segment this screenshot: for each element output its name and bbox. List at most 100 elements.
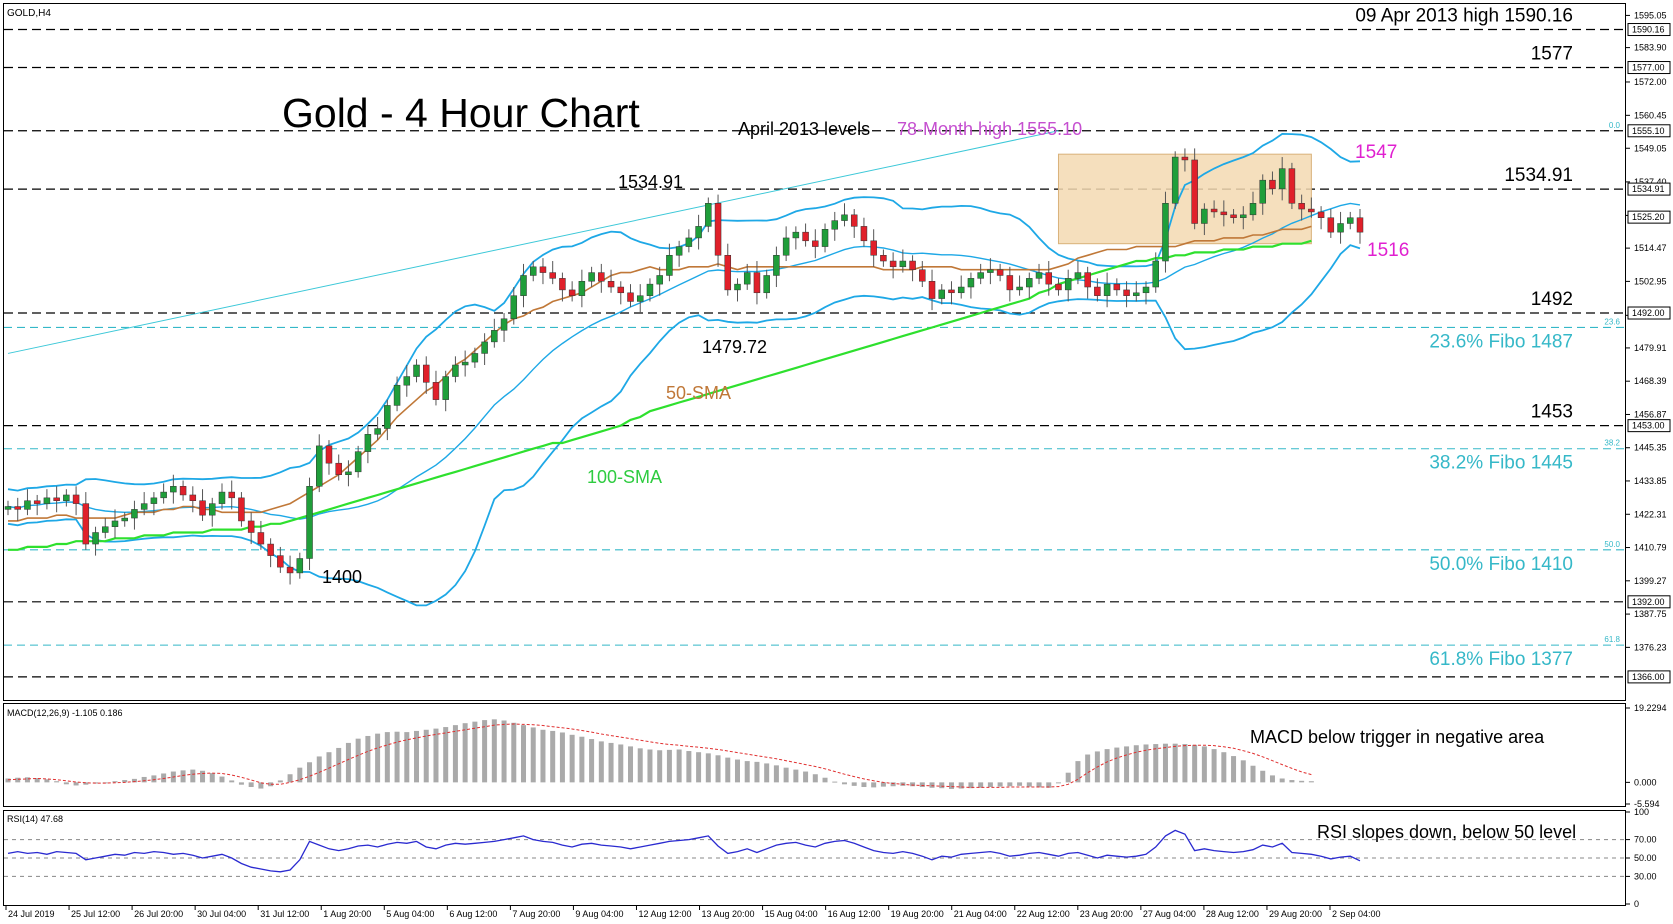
macd-bar-11	[112, 781, 118, 783]
candle-body-59	[578, 280, 586, 296]
candle-body-91	[889, 260, 897, 268]
macd-bar-60	[589, 739, 595, 783]
candle-body-112	[1094, 286, 1101, 296]
range-top-label: 1547	[1355, 142, 1397, 163]
macd-bar-83	[812, 774, 818, 783]
candle-body-130	[1269, 179, 1276, 190]
macd-bar-81	[793, 769, 799, 783]
candle-body-134	[1308, 208, 1315, 213]
candle-body-25	[247, 520, 255, 533]
macd-bar-40	[394, 731, 400, 783]
candle-body-71	[695, 226, 702, 239]
fibo-label-1: 23.6% Fibo 1487	[1429, 331, 1573, 352]
candle-body-21	[209, 503, 216, 516]
macd-bar-23	[229, 780, 235, 783]
candle-body-42	[413, 364, 420, 377]
time-tick-label-10: 12 Aug 12:00	[638, 909, 691, 919]
macd-bar-116	[1133, 745, 1139, 783]
candle-body-7	[72, 494, 80, 504]
price-tick-label-12: 1456.87	[1634, 409, 1667, 419]
macd-bar-104	[1017, 782, 1023, 786]
candle-body-62	[607, 280, 615, 288]
macd-bar-124	[1211, 749, 1217, 783]
annotations-layer: GOLD,H4 Gold - 4 Hour Chart April 2013 l…	[7, 8, 1576, 842]
macd-bar-97	[948, 782, 954, 789]
time-tick-label-15: 21 Aug 04:00	[954, 909, 1007, 919]
macd-bar-42	[414, 730, 420, 783]
candle-body-75	[734, 283, 741, 291]
macd-bar-129	[1260, 770, 1266, 783]
macd-bar-95	[929, 782, 935, 788]
candle-body-136	[1327, 217, 1335, 233]
candle-body-15	[150, 497, 158, 504]
candle-body-34	[335, 462, 342, 475]
macd-bar-58	[569, 734, 575, 783]
time-tick-label-2: 26 Jul 20:00	[134, 909, 183, 919]
macd-bar-78	[764, 763, 770, 783]
macd-bar-73	[715, 755, 721, 783]
candle-body-104	[1016, 286, 1023, 291]
candle-body-17	[170, 486, 177, 493]
macd-bar-4	[44, 779, 50, 783]
macd-bar-126	[1231, 756, 1237, 783]
candle-body-45	[442, 376, 449, 400]
level-box-label-5: 1492.00	[1632, 308, 1665, 318]
macd-bar-46	[452, 725, 458, 783]
time-tick-label-6: 5 Aug 04:00	[386, 909, 434, 919]
candle-body-48	[471, 353, 479, 363]
candle-body-11	[111, 520, 119, 527]
fibo-tag-0: 0.0	[1609, 121, 1621, 130]
candle-body-116	[1133, 292, 1140, 296]
macd-bar-90	[880, 782, 886, 787]
level-box-7	[1627, 595, 1671, 609]
fibo-label-2: 38.2% Fibo 1445	[1429, 453, 1573, 474]
rsi-tick-label-0: 100	[1634, 807, 1649, 817]
candle-body-85	[831, 220, 839, 230]
macd-bar-94	[919, 782, 925, 788]
candle-body-80	[782, 237, 790, 256]
candle-body-131	[1278, 168, 1286, 190]
candle-body-68	[666, 255, 673, 276]
candle-body-119	[1162, 203, 1169, 262]
macd-bar-28	[277, 780, 283, 783]
macd-bar-72	[705, 753, 711, 783]
macd-bar-16	[161, 773, 167, 783]
macd-bar-62	[608, 742, 614, 783]
candle-body-54	[529, 266, 537, 276]
time-tick-label-19: 28 Aug 12:00	[1206, 909, 1259, 919]
macd-bar-69	[676, 749, 682, 783]
candle-body-122	[1191, 159, 1198, 224]
candle-body-41	[403, 376, 411, 386]
time-tick-label-18: 27 Aug 04:00	[1143, 909, 1196, 919]
candle-body-33	[325, 445, 333, 464]
level-box-1	[1627, 61, 1671, 75]
macd-bar-15	[151, 775, 157, 783]
candle-body-16	[160, 491, 167, 499]
candle-body-93	[909, 260, 916, 270]
rsi-indicator-label: RSI(14) 47.68	[7, 814, 63, 824]
candle-body-114	[1113, 283, 1121, 291]
macd-bar-96	[939, 782, 945, 789]
macd-bar-3	[34, 778, 40, 783]
time-tick-label-11: 13 Aug 20:00	[702, 909, 755, 919]
candle-body-100	[977, 272, 984, 279]
time-tick-label-8: 7 Aug 20:00	[512, 909, 560, 919]
time-axis: 24 Jul 2019 25 Jul 12:00 26 Jul 20:00 30 Ju…	[5, 906, 1381, 919]
price-tick-label-8: 1502.95	[1634, 276, 1667, 286]
candle-body-84	[821, 229, 829, 247]
price-tick-label-10: 1479.91	[1634, 343, 1667, 353]
level-box-8	[1627, 670, 1671, 684]
macd-bar-106	[1036, 782, 1042, 788]
horizontal-levels-layer: 09 Apr 2013 high 1590.16 1577 1534.91 1492 1…	[4, 6, 1625, 678]
macd-panel: 19.2294 0.000 -5.594	[5, 703, 1667, 809]
candle-body-35	[345, 471, 352, 475]
candle-body-135	[1317, 211, 1325, 218]
candle-body-125	[1220, 211, 1228, 216]
level-box-label-4: 1525.20	[1632, 212, 1665, 222]
candle-body-36	[354, 451, 362, 473]
candle-body-58	[568, 289, 576, 296]
candle-body-82	[802, 231, 809, 242]
macd-bar-22	[219, 776, 225, 783]
candle-body-30	[296, 558, 304, 574]
